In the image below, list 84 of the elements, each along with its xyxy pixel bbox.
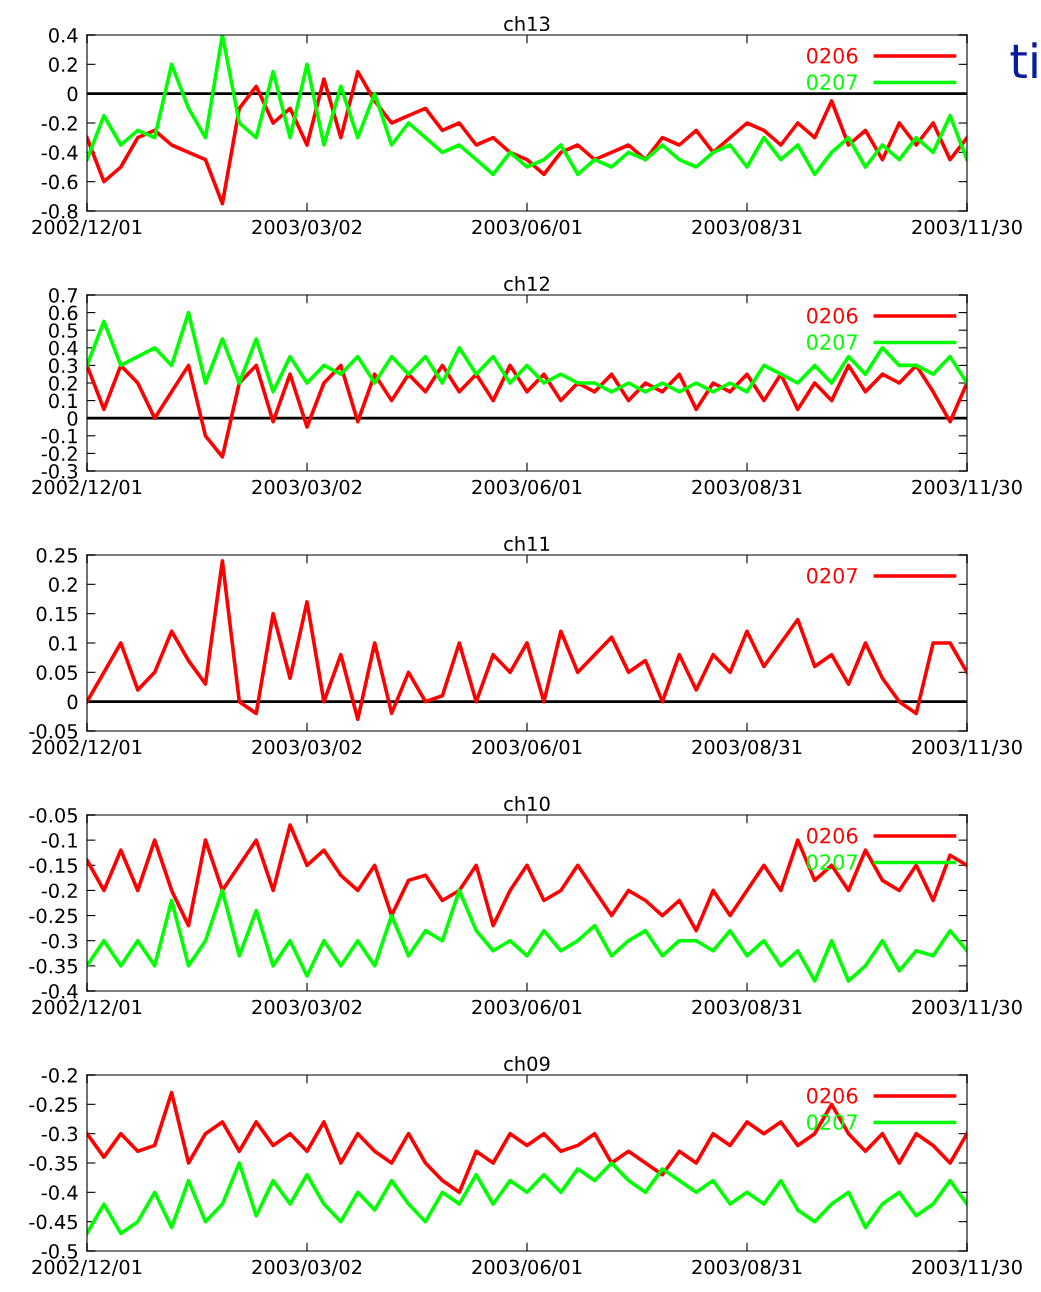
- y-tick-label: 0.7: [49, 287, 78, 303]
- x-tick-label: 2003/11/30: [912, 1259, 1022, 1276]
- y-tick-label: -0.05: [29, 723, 77, 739]
- line-series: [87, 69, 967, 206]
- y-tick-label: 0.2: [49, 57, 77, 72]
- y-tick-label: -0.2: [41, 1067, 77, 1083]
- line-series: [87, 888, 967, 983]
- y-tick-label: -0.2: [41, 115, 77, 131]
- x-tick-label: 2002/12/01: [32, 739, 142, 756]
- y-tick-label: 0.25: [36, 547, 77, 563]
- y-tick-label: 0.6: [49, 305, 78, 321]
- x-tick-label: 2003/03/02: [252, 739, 362, 756]
- x-tick-label: 2003/11/30: [912, 999, 1022, 1016]
- y-tick-label: 0.2: [49, 577, 77, 592]
- x-tick-label: 2003/11/30: [912, 739, 1022, 756]
- y-tick-label: 0.05: [36, 665, 77, 680]
- y-tick-label: 0.4: [49, 27, 78, 43]
- y-tick-label: 0.2: [49, 375, 77, 391]
- y-tick-label: -0.1: [41, 428, 77, 444]
- y-tick-label: -0.3: [41, 1126, 78, 1142]
- y-tick-label: -0.3: [41, 463, 78, 479]
- line-series: [87, 1161, 967, 1236]
- x-tick-label: 2003/11/30: [912, 219, 1022, 236]
- x-tick-label: 2003/03/02: [252, 479, 362, 496]
- legend-label: 0207: [807, 74, 857, 91]
- y-tick-label: 0.3: [49, 358, 78, 374]
- x-tick-label: 2003/06/01: [472, 1259, 582, 1276]
- legend-label: 0206: [807, 1087, 858, 1104]
- line-series: [87, 823, 967, 933]
- x-tick-label: 2003/03/02: [252, 1259, 362, 1276]
- y-tick-label: -0.25: [29, 1097, 77, 1112]
- x-tick-label: 2003/08/31: [692, 1259, 802, 1276]
- y-tick-label: 0: [67, 86, 78, 102]
- y-tick-label: -0.05: [29, 807, 77, 823]
- legend-label: 0207: [807, 567, 857, 584]
- chart-title: ch12: [504, 276, 549, 292]
- y-tick-label: 0.1: [49, 635, 77, 651]
- y-tick-label: 0: [67, 694, 78, 710]
- x-tick-label: 2003/03/02: [252, 219, 362, 236]
- y-tick-label: -0.35: [29, 1155, 77, 1171]
- y-tick-label: -0.5: [41, 1243, 77, 1259]
- y-tick-label: -0.35: [29, 958, 77, 974]
- chart-title: ch13: [504, 16, 550, 32]
- line-series: [87, 559, 967, 722]
- legend-label: 0206: [807, 47, 858, 64]
- y-tick-label: 0.1: [49, 393, 77, 409]
- y-tick-label: -0.2: [41, 446, 77, 462]
- x-tick-label: 2002/12/01: [32, 219, 142, 236]
- chart-title: ch10: [504, 796, 550, 812]
- y-tick-label: -0.1: [41, 833, 77, 848]
- x-tick-label: 2002/12/01: [32, 479, 142, 496]
- legend-label: 0206: [807, 307, 858, 324]
- x-tick-label: 2003/08/31: [692, 219, 802, 236]
- y-tick-label: -0.3: [41, 933, 78, 949]
- x-tick-label: 2003/06/01: [472, 219, 582, 236]
- y-tick-label: -0.8: [41, 203, 78, 219]
- x-tick-label: 2003/03/02: [252, 999, 362, 1016]
- line-series: [87, 363, 967, 459]
- y-tick-label: 0.15: [36, 606, 77, 622]
- x-tick-label: 2003/08/31: [692, 479, 802, 496]
- x-tick-label: 2002/12/01: [32, 999, 142, 1016]
- y-tick-label: 0.4: [49, 340, 78, 356]
- legend-label: 0207: [807, 334, 857, 351]
- text: ti: [1010, 42, 1037, 79]
- y-tick-label: -0.2: [41, 883, 77, 899]
- x-tick-label: 2003/08/31: [692, 999, 802, 1016]
- x-tick-label: 2003/06/01: [472, 739, 582, 756]
- y-tick-label: -0.4: [41, 1185, 78, 1200]
- y-tick-label: -0.25: [29, 908, 77, 924]
- chart-title: ch11: [504, 536, 550, 552]
- y-tick-label: -0.45: [29, 1214, 77, 1230]
- y-tick-label: -0.6: [41, 174, 78, 190]
- y-tick-label: -0.4: [41, 983, 78, 999]
- legend-label: 0206: [807, 827, 858, 844]
- chart-title: ch09: [504, 1056, 550, 1072]
- x-tick-label: 2003/11/30: [912, 479, 1022, 496]
- x-tick-label: 2003/08/31: [692, 739, 802, 756]
- x-tick-label: 2003/06/01: [472, 479, 582, 496]
- y-tick-label: -0.15: [29, 858, 77, 873]
- x-tick-label: 2002/12/01: [32, 1259, 142, 1276]
- y-tick-label: 0.5: [49, 323, 77, 338]
- y-tick-label: 0: [67, 411, 78, 426]
- x-tick-label: 2003/06/01: [472, 999, 582, 1016]
- y-tick-label: -0.4: [41, 145, 78, 160]
